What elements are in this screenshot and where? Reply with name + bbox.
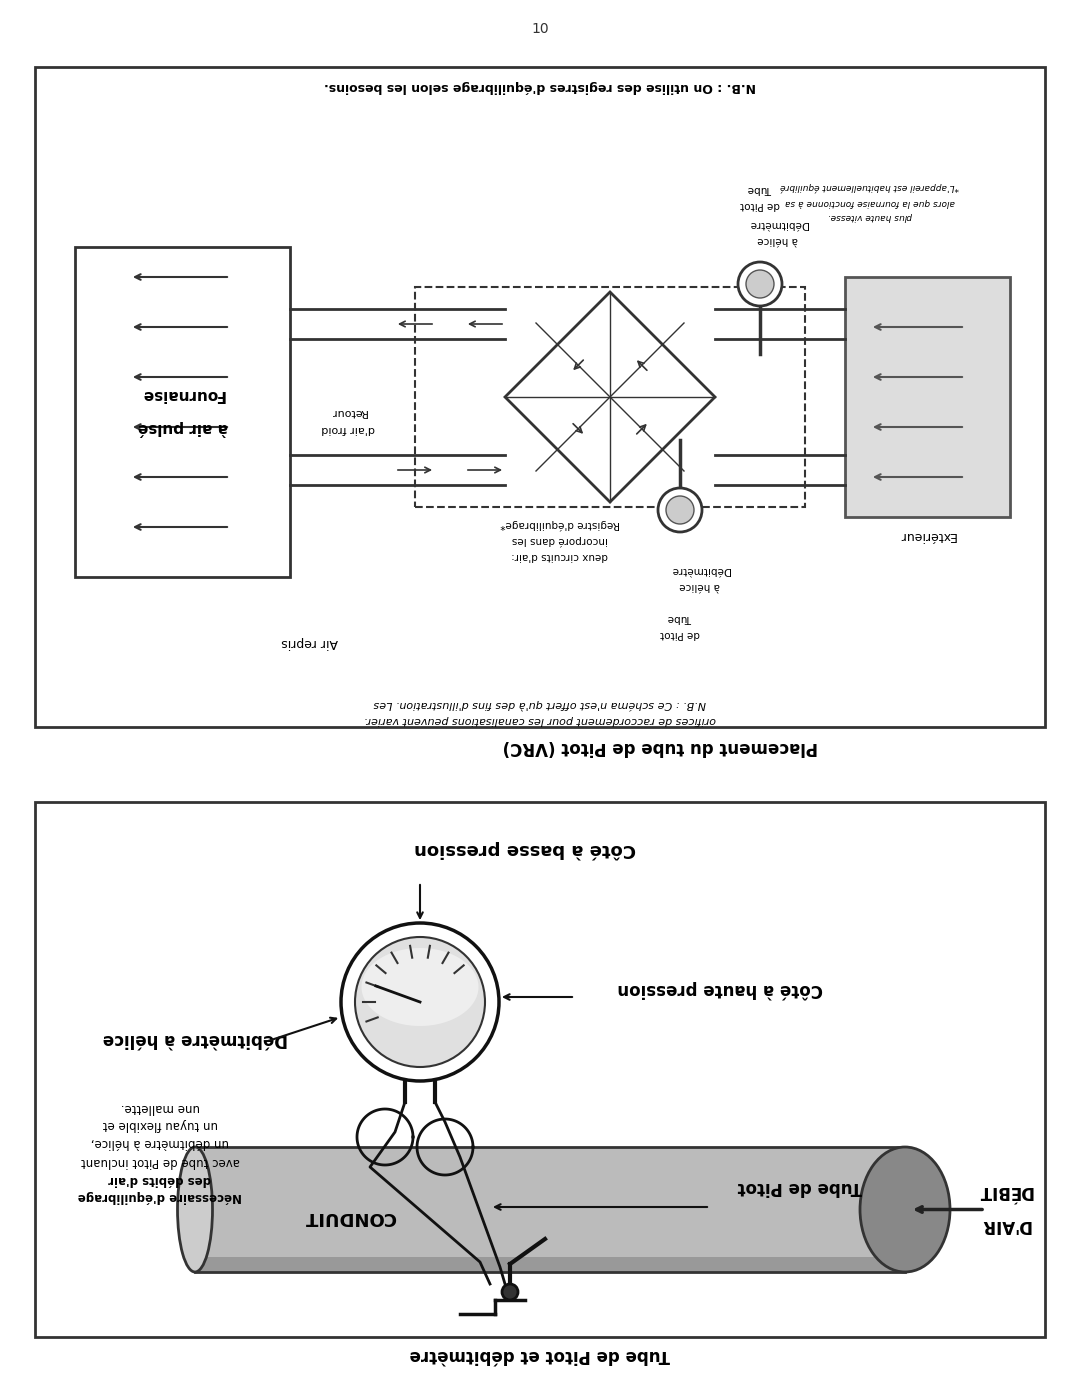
Text: Registre d'équilibrage*: Registre d'équilibrage* xyxy=(500,518,620,529)
Text: Placement du tube de Pitot (VRC): Placement du tube de Pitot (VRC) xyxy=(502,738,818,756)
Bar xyxy=(195,1147,905,1273)
Text: Tube de Pitot: Tube de Pitot xyxy=(738,1178,862,1196)
Circle shape xyxy=(658,488,702,532)
Bar xyxy=(195,1147,905,1257)
Ellipse shape xyxy=(177,1147,213,1273)
Text: Extérieur: Extérieur xyxy=(899,528,956,542)
Circle shape xyxy=(502,1284,518,1301)
Text: Tube de Pitot et débitmètre: Tube de Pitot et débitmètre xyxy=(409,1345,671,1363)
Bar xyxy=(35,802,1045,1337)
Text: Côté à haute pression: Côté à haute pression xyxy=(617,979,823,999)
Text: d'air froid: d'air froid xyxy=(321,425,375,434)
Text: DÉBIT: DÉBIT xyxy=(977,1182,1032,1200)
Text: à air pulsé: à air pulsé xyxy=(137,420,228,436)
Text: CONDUIT: CONDUIT xyxy=(303,1208,396,1227)
Text: avec tube de Pitot incluant: avec tube de Pitot incluant xyxy=(81,1154,240,1168)
Text: Tube: Tube xyxy=(747,184,772,194)
Ellipse shape xyxy=(355,937,485,1067)
Text: MAGNEHELIC: MAGNEHELIC xyxy=(397,988,443,993)
Text: des débits d'air: des débits d'air xyxy=(109,1172,212,1186)
Text: 10: 10 xyxy=(531,22,549,36)
Text: un tuyau flexible et: un tuyau flexible et xyxy=(103,1119,218,1132)
Text: incorporé dans les: incorporé dans les xyxy=(512,535,608,545)
Text: de Pitot: de Pitot xyxy=(740,200,780,210)
Circle shape xyxy=(738,263,782,306)
Text: deux circuits d'air:: deux circuits d'air: xyxy=(512,550,608,562)
Text: *L'appareil est habituellement équilibré: *L'appareil est habituellement équilibré xyxy=(781,182,959,191)
Polygon shape xyxy=(505,292,715,502)
Text: N.B. : On utilise des registres d'équilibrage selon les besoins.: N.B. : On utilise des registres d'équili… xyxy=(324,81,756,94)
Ellipse shape xyxy=(362,949,478,1025)
Text: de Pitot: de Pitot xyxy=(660,629,700,638)
Text: D'AIR: D'AIR xyxy=(980,1217,1030,1235)
Text: Air repris: Air repris xyxy=(282,636,338,648)
Bar xyxy=(75,247,291,577)
Text: Débitmètre: Débitmètre xyxy=(748,219,808,229)
Text: un débitmètre à hélice,: un débitmètre à hélice, xyxy=(91,1137,229,1150)
Text: Côté à basse pression: Côté à basse pression xyxy=(414,840,636,858)
Text: Nécessaire d'équilibrage: Nécessaire d'équilibrage xyxy=(78,1190,242,1203)
Text: plus haute vitesse.: plus haute vitesse. xyxy=(827,212,913,222)
Bar xyxy=(35,67,1045,726)
Text: une mallette.: une mallette. xyxy=(120,1101,200,1113)
Text: à hélice: à hélice xyxy=(758,235,798,244)
Circle shape xyxy=(746,270,774,298)
Circle shape xyxy=(666,496,694,524)
Bar xyxy=(415,286,805,507)
Text: Débitmètre à hélice: Débitmètre à hélice xyxy=(103,1030,287,1048)
Bar xyxy=(845,277,1010,517)
Text: Tube: Tube xyxy=(667,613,692,623)
Text: alors que la fournaise fonctionne à sa: alors que la fournaise fonctionne à sa xyxy=(785,197,955,207)
Text: Débitmètre: Débitmètre xyxy=(671,564,730,576)
Text: Retour: Retour xyxy=(329,407,366,416)
Text: orifices de raccordement pour les canalisations peuvent varier.: orifices de raccordement pour les canali… xyxy=(364,715,716,725)
Text: à hélice: à hélice xyxy=(679,581,720,591)
Text: Fournaise: Fournaise xyxy=(140,387,225,401)
Text: N.B. : Ce schéma n'est offert qu'à des fins d'illustration. Les: N.B. : Ce schéma n'est offert qu'à des f… xyxy=(374,698,706,710)
Ellipse shape xyxy=(860,1147,950,1273)
Ellipse shape xyxy=(341,923,499,1081)
